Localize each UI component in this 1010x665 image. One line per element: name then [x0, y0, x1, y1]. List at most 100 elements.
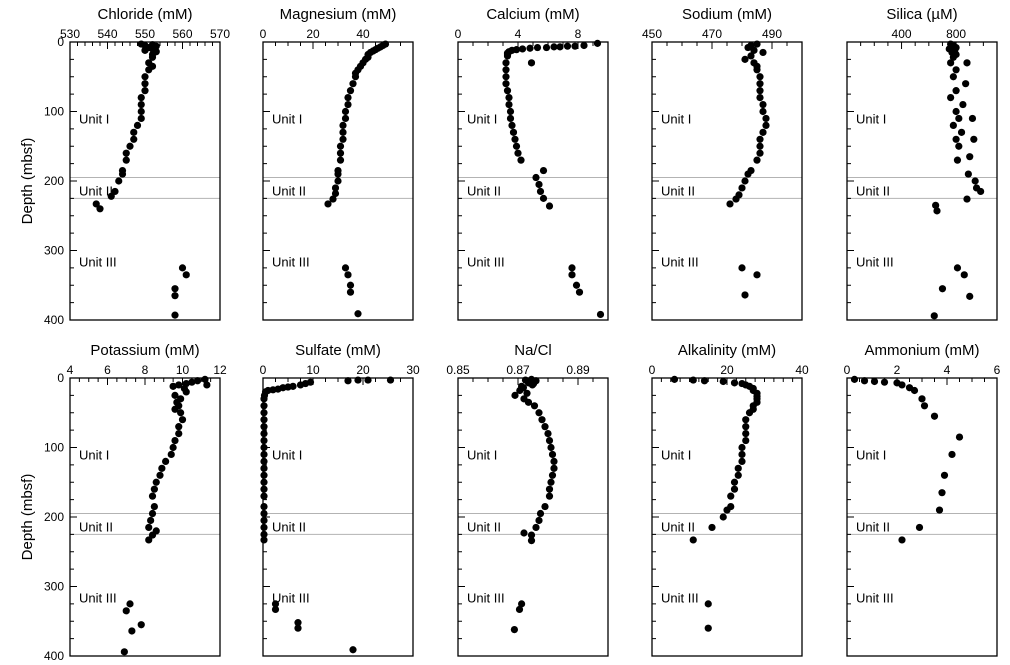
data-point	[719, 513, 727, 521]
data-point	[952, 135, 960, 143]
data-point	[148, 492, 157, 500]
data-point	[528, 381, 537, 389]
data-point	[334, 170, 342, 178]
data-point	[122, 149, 130, 157]
data-point	[351, 73, 360, 81]
unit-label: Unit III	[856, 255, 894, 270]
data-point	[759, 48, 767, 57]
plot-frame	[846, 377, 998, 657]
data-point	[158, 464, 166, 472]
data-point	[689, 536, 697, 544]
unit-label: Unit I	[661, 447, 691, 462]
data-point	[938, 285, 947, 293]
data-point	[260, 523, 268, 532]
panel-title: Na/Cl	[514, 342, 552, 359]
x-tick-label: 12	[213, 363, 227, 377]
unit-label: Unit II	[79, 520, 113, 535]
data-point	[747, 52, 755, 60]
data-point	[145, 536, 153, 544]
data-point	[141, 80, 149, 88]
data-point	[502, 66, 510, 74]
data-point	[536, 187, 545, 196]
data-point	[349, 80, 357, 88]
data-point	[334, 177, 342, 185]
data-point	[970, 135, 978, 143]
data-point	[575, 288, 584, 296]
data-point	[532, 173, 540, 182]
data-point	[953, 264, 962, 272]
data-point	[742, 436, 750, 445]
data-point	[354, 310, 362, 318]
data-point	[550, 464, 558, 472]
data-point	[545, 436, 554, 445]
x-tick-label: 550	[135, 27, 155, 41]
unit-label: Unit II	[272, 520, 306, 535]
data-point	[296, 381, 305, 389]
data-point	[719, 377, 727, 386]
x-tick-label: 6	[994, 363, 1001, 377]
data-point	[762, 114, 770, 123]
data-point	[514, 149, 522, 157]
x-tick-label: 30	[406, 363, 420, 377]
data-point	[952, 87, 960, 95]
data-point	[727, 492, 735, 500]
data-point	[742, 430, 750, 438]
data-point	[260, 457, 268, 465]
unit-label: Unit II	[467, 520, 501, 535]
data-point	[349, 646, 357, 654]
x-tick-label: 0.87	[506, 363, 530, 377]
data-point	[870, 377, 879, 386]
x-tick-label: 0.89	[566, 363, 590, 377]
data-point	[505, 100, 513, 109]
data-point	[955, 142, 963, 150]
data-point	[756, 149, 764, 157]
y-tick-label: 100	[44, 105, 64, 119]
panel-silica: 400 800 Silica (µM) Unit I Unit II Unit III	[846, 6, 998, 321]
data-point	[346, 87, 355, 95]
data-point	[178, 416, 187, 424]
data-point	[260, 436, 268, 445]
unit-label: Unit I	[856, 447, 886, 462]
data-point	[962, 80, 970, 88]
data-point	[115, 177, 123, 185]
data-point	[130, 135, 138, 143]
x-tick-label: 0	[455, 27, 462, 41]
panel-title: Magnesium (mM)	[280, 6, 397, 23]
data-point	[548, 450, 557, 459]
data-point	[126, 142, 134, 150]
data-point	[940, 471, 949, 479]
data-point	[364, 376, 372, 384]
data-point	[150, 485, 158, 493]
data-point	[182, 388, 190, 396]
x-tick-label: 560	[172, 27, 192, 41]
data-point	[723, 506, 731, 514]
unit-label: Unit I	[467, 111, 497, 126]
x-tick-label: 2	[894, 363, 901, 377]
data-point	[880, 378, 889, 386]
data-point	[730, 379, 739, 387]
data-point	[957, 128, 966, 136]
x-tick-label: 40	[795, 363, 809, 377]
data-point	[141, 87, 149, 95]
data-point	[508, 121, 516, 129]
data-point	[152, 478, 160, 486]
data-point	[947, 59, 955, 67]
data-point	[550, 457, 558, 465]
unit-label: Unit III	[661, 255, 699, 270]
data-point	[502, 59, 510, 67]
data-point	[178, 264, 187, 272]
panel-nacl: 0.85 0.87 0.89 Na/Cl Unit I Unit II Unit III	[446, 342, 609, 657]
x-tick-label: 4	[67, 363, 74, 377]
data-point	[260, 443, 268, 452]
data-point	[738, 264, 746, 272]
data-point	[171, 292, 179, 300]
data-point	[339, 135, 347, 143]
data-point	[331, 189, 340, 198]
data-point	[96, 205, 104, 213]
data-point	[952, 66, 960, 74]
unit-label: Unit II	[661, 184, 695, 199]
data-point	[547, 443, 555, 452]
y-tick-label: 0	[57, 35, 64, 49]
data-point	[756, 80, 764, 88]
unit-label: Unit I	[661, 111, 691, 126]
